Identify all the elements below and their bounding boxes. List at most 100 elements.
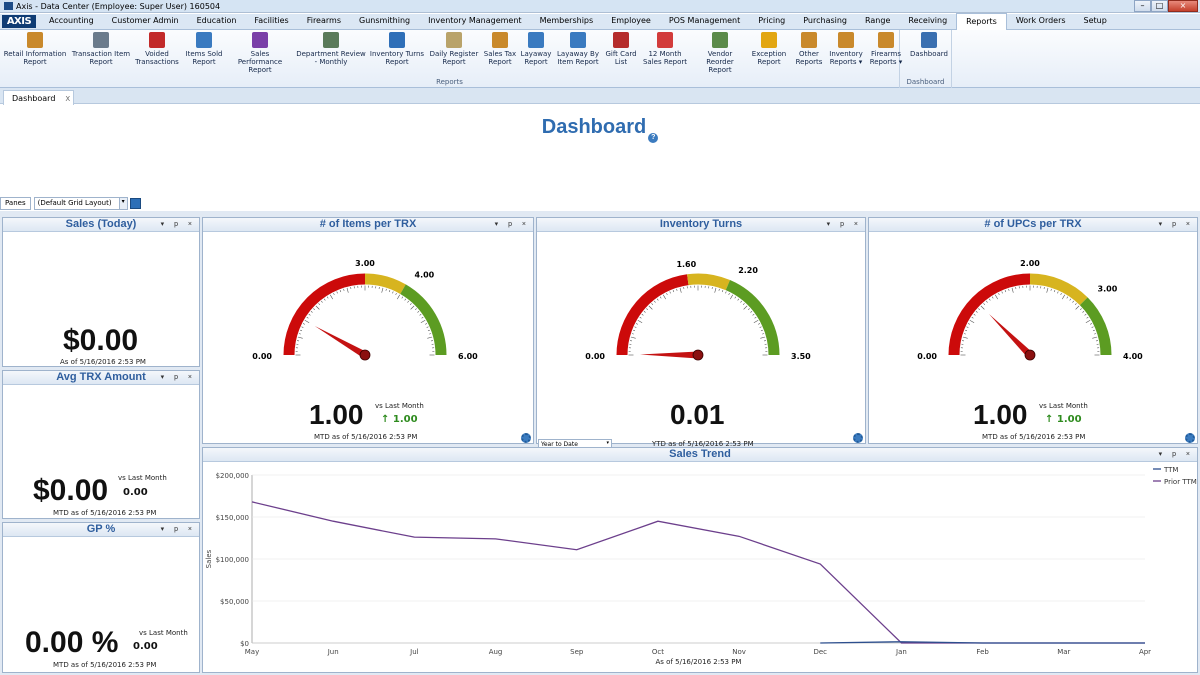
panel-sales-trend: Sales Trend ▾ p × $0 $50,000 $100,000 $150,0… [202, 447, 1198, 673]
pane-controls[interactable]: ▾ p × [494, 221, 530, 228]
gauge-tick [998, 292, 1000, 295]
ribbon-button-firearms[interactable]: Firearms Reports ▾ [868, 32, 904, 66]
gauge-tick [392, 291, 394, 294]
menu-item-work-orders[interactable]: Work Orders [1015, 16, 1066, 25]
gear-icon[interactable] [853, 433, 863, 443]
menu-item-pos-management[interactable]: POS Management [668, 16, 741, 25]
menu-item-setup[interactable]: Setup [1083, 16, 1107, 25]
pane-controls[interactable]: ▾ p × [160, 526, 196, 533]
ribbon-button-giftcard[interactable]: Gift Card List [604, 32, 638, 66]
gauge-tick [750, 311, 753, 313]
save-layout-icon[interactable] [129, 197, 141, 209]
ribbon-button-item[interactable]: Transaction Item Report [70, 32, 132, 66]
gauge-tick [986, 300, 988, 303]
gauge-green-band [725, 280, 780, 356]
ribbon-button-turns[interactable]: Inventory Turns Report [369, 32, 425, 66]
gauge-tick [1046, 287, 1049, 293]
gauge-tick [315, 305, 320, 310]
pane-controls[interactable]: ▾ p × [160, 374, 196, 381]
close-window-button[interactable]: × [1168, 0, 1198, 12]
layout-select[interactable]: (Default Grid Layout) ▾ [33, 196, 128, 210]
pane-controls[interactable]: ▾ p × [1158, 451, 1194, 458]
item-icon [93, 32, 109, 48]
menu-item-reports[interactable]: Reports [956, 13, 1007, 30]
gauge-tick [1086, 316, 1089, 319]
layout-select-value: (Default Grid Layout) [37, 198, 112, 207]
ribbon-button-label: Layaway [520, 50, 552, 58]
gauge-tick [1069, 298, 1072, 301]
x-tick-label: Feb [976, 648, 989, 656]
gauge-tick [323, 298, 326, 301]
ribbon-button-chart[interactable]: Sales Performance Report [228, 32, 292, 74]
ribbon-button-report[interactable]: Retail Information Report [2, 32, 68, 66]
gauge-tick [1004, 290, 1007, 293]
gauge-tick [659, 296, 662, 299]
gauge-tick [329, 294, 334, 300]
ribbon-button-voided[interactable]: Voided Transactions [134, 32, 180, 66]
gauge-tick [1092, 329, 1095, 332]
menu-item-facilities[interactable]: Facilities [254, 16, 289, 25]
menu-item-employee[interactable]: Employee [611, 16, 651, 25]
ribbon-button-inventory[interactable]: Inventory Reports ▾ [828, 32, 864, 66]
ribbon-button-label: Sales Tax [483, 50, 517, 58]
ribbon-button-bars[interactable]: Items Sold Report [183, 32, 225, 66]
ribbon-button-label: Reports [795, 58, 823, 66]
gauge-tick [758, 323, 761, 325]
panel-title: # of Items per TRX ▾ p × [203, 218, 533, 232]
panes-button[interactable]: Panes [0, 196, 31, 210]
upcs-per-trx-gauge: 0.00 4.00 2.00 3.00 [917, 259, 1143, 361]
ribbon-button-calendar[interactable]: 12 Month Sales Report [642, 32, 688, 66]
gauge-tick [1092, 336, 1098, 339]
menu-item-pricing[interactable]: Pricing [758, 16, 786, 25]
pane-controls[interactable]: ▾ p × [1158, 221, 1194, 228]
gear-icon[interactable] [521, 433, 531, 443]
gauge-tick [983, 303, 986, 306]
gauge-tick [1085, 319, 1091, 324]
menu-item-memberships[interactable]: Memberships [539, 16, 594, 25]
ribbon-button-label: Sales Report [642, 58, 688, 66]
menu-item-customer-admin[interactable]: Customer Admin [111, 16, 179, 25]
ribbon-button-layaway-item[interactable]: Layaway By Item Report [556, 32, 600, 66]
panel-title-text: # of UPCs per TRX [984, 218, 1082, 230]
pane-controls[interactable]: ▾ p × [160, 221, 196, 228]
menu-item-range[interactable]: Range [865, 16, 891, 25]
minimize-button[interactable]: – [1134, 0, 1151, 12]
ribbon-button-warning[interactable]: Exception Report [751, 32, 787, 66]
gauge-green-band [1079, 297, 1112, 356]
gauge-tick [639, 316, 642, 319]
gauge-threshold-label: 2.20 [738, 266, 758, 275]
gauge-tick [973, 313, 976, 316]
maximize-button[interactable]: □ [1151, 0, 1168, 12]
x-tick-label: Aug [489, 648, 503, 656]
ribbon-button-review[interactable]: Department Review - Monthly [296, 32, 366, 66]
ribbon-button-register[interactable]: Daily Register Report [428, 32, 480, 66]
menu-item-gunsmithing[interactable]: Gunsmithing [359, 16, 411, 25]
help-icon[interactable]: ? [648, 133, 659, 143]
gauge-tick [991, 296, 994, 299]
gauge-tick [326, 296, 329, 299]
menu-item-accounting[interactable]: Accounting [49, 16, 94, 25]
gauge-tick [409, 303, 412, 306]
gauge-tick [1061, 294, 1066, 300]
menu-item-education[interactable]: Education [196, 16, 237, 25]
gauge-tick [743, 305, 748, 310]
panel-title: GP % ▾ p × [3, 523, 199, 537]
tab-close-icon[interactable]: X [65, 95, 71, 103]
menu-item-purchasing[interactable]: Purchasing [803, 16, 848, 25]
ribbon-button-tax[interactable]: Sales Tax Report [483, 32, 517, 66]
tab-dashboard[interactable]: Dashboard X [3, 90, 74, 105]
y-tick-label: $150,000 [216, 514, 249, 522]
gear-icon[interactable] [1185, 433, 1195, 443]
gauge-tick [648, 305, 653, 310]
ribbon-button-dashboard[interactable]: Dashboard [909, 32, 949, 58]
menu-item-firearms[interactable]: Firearms [306, 16, 341, 25]
menu-item-receiving[interactable]: Receiving [908, 16, 948, 25]
y-axis-label: Sales [205, 549, 213, 568]
ribbon-button-vendor[interactable]: Vendor Reorder Report [693, 32, 747, 74]
x-tick-label: Oct [652, 648, 664, 656]
ribbon-button-label: Report [708, 66, 732, 74]
ribbon-button-other[interactable]: Other Reports [794, 32, 824, 66]
menu-item-inventory-management[interactable]: Inventory Management [428, 16, 522, 25]
ribbon-button-layaway[interactable]: Layaway Report [519, 32, 553, 66]
pane-controls[interactable]: ▾ p × [826, 221, 862, 228]
